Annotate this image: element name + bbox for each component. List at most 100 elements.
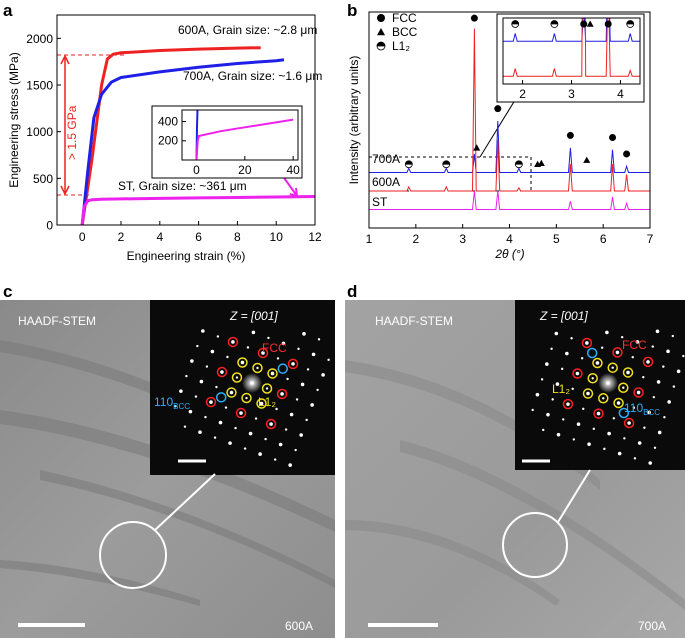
x-tick-label: 4: [617, 87, 624, 101]
spot: [633, 457, 637, 460]
x-tick-label: 12: [308, 230, 322, 244]
spot: [603, 447, 606, 451]
spot: [240, 360, 245, 365]
spot: [607, 431, 611, 436]
spot: [600, 346, 604, 349]
y-tick-label: 400: [158, 114, 178, 128]
bcc-main: 110: [624, 401, 643, 415]
phase-marker: [580, 20, 588, 28]
marker-outline: [514, 164, 523, 169]
spot: [560, 367, 564, 371]
sample-label: 700A: [638, 619, 666, 633]
spot: [595, 361, 600, 365]
phase-marker: [623, 150, 631, 158]
spot: [570, 337, 573, 340]
legend-label: L1₂: [392, 39, 410, 53]
x-tick-label: 40: [286, 163, 300, 177]
spot: [626, 370, 630, 375]
series-line: [369, 28, 650, 192]
spot-ring: [256, 398, 267, 409]
series-line: [195, 118, 294, 160]
l12-label: L1₂: [552, 382, 570, 396]
spot: [642, 375, 645, 379]
spot: [288, 463, 292, 467]
spot: [531, 408, 534, 412]
spot: [327, 358, 330, 362]
spot: [174, 404, 177, 408]
spot: [185, 374, 188, 378]
spot: [671, 334, 674, 338]
spot: [278, 442, 283, 447]
x-tick-label: 6: [600, 232, 607, 246]
spot-ring: [618, 407, 630, 419]
spot: [535, 392, 540, 397]
phase-marker: [626, 20, 635, 25]
spot-ring: [265, 418, 277, 430]
spot: [289, 412, 294, 417]
spot: [300, 382, 305, 387]
spot: [666, 349, 670, 354]
x-tick-label: 7: [647, 232, 654, 246]
spot: [265, 387, 269, 390]
bcc-sub: BCC: [643, 408, 660, 417]
spot: [551, 398, 554, 401]
spot: [259, 401, 264, 406]
image-label: HAADF-STEM: [18, 314, 96, 328]
spot-ring: [586, 347, 598, 359]
spot-ring: [205, 396, 217, 408]
spot: [198, 430, 202, 434]
phase-marker: [511, 20, 520, 25]
series-line: [369, 190, 650, 210]
y-tick-label: 2000: [26, 32, 53, 46]
spot-ring: [287, 358, 299, 370]
spot: [662, 365, 665, 368]
marker-outline: [442, 164, 451, 169]
spot: [632, 406, 636, 409]
spot-ring: [237, 357, 248, 368]
spot: [194, 395, 198, 398]
spot-ring: [612, 347, 623, 358]
phase-marker: [604, 20, 612, 28]
spot: [256, 366, 259, 370]
spot: [643, 426, 646, 429]
x-tick-label: 4: [506, 232, 513, 246]
x-tick-label: 20: [238, 163, 252, 177]
zone-axis: Z = [001]: [539, 309, 588, 323]
spot-ring: [257, 347, 269, 359]
spot: [261, 351, 265, 355]
x-tick-label: 5: [553, 232, 560, 246]
spot: [183, 425, 187, 428]
y-axis-label: Engineering stress (MPa): [7, 52, 21, 187]
bcc-label: 110BCC: [624, 401, 660, 417]
series-line: [503, 18, 640, 77]
spot-ring: [276, 388, 288, 400]
spot: [635, 340, 640, 344]
spot: [299, 433, 303, 437]
spot: [615, 350, 620, 355]
phase-marker: [566, 131, 574, 139]
spot: [540, 378, 544, 381]
spot: [620, 335, 624, 339]
annotation: 700A, Grain size: ~1.6 μm: [183, 69, 322, 83]
spot: [297, 347, 300, 351]
spot: [251, 330, 256, 335]
spot: [602, 397, 605, 400]
spot-ring: [562, 398, 574, 410]
spot: [545, 362, 549, 366]
x-tick-label: 2: [519, 87, 526, 101]
spot-ring: [618, 382, 629, 393]
micrograph-c: [0, 300, 335, 638]
fcc-label: FCC: [622, 338, 647, 352]
series-line: [80, 58, 285, 225]
x-tick-label: 3: [459, 232, 466, 246]
x-axis-label: Engineering strain (%): [127, 249, 246, 263]
plot-frame: [368, 11, 651, 229]
spot: [651, 345, 654, 348]
y-tick-label: 200: [158, 134, 178, 148]
spot-ring: [613, 397, 624, 409]
spot: [311, 352, 316, 357]
spot: [592, 427, 596, 431]
phase-marker: [514, 160, 523, 165]
spot: [276, 357, 280, 360]
spot: [676, 369, 681, 374]
